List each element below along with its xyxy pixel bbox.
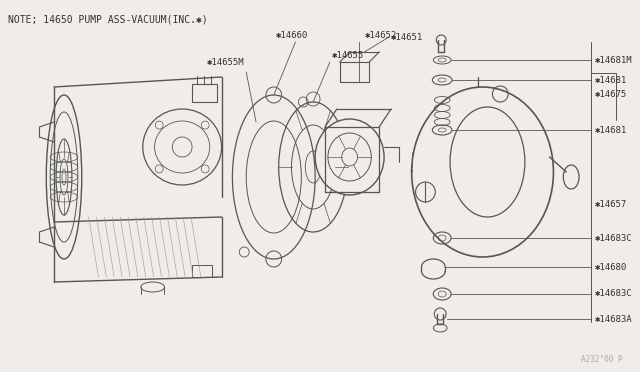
Text: A232’00 P: A232’00 P (581, 355, 623, 364)
FancyBboxPatch shape (192, 84, 217, 102)
FancyBboxPatch shape (192, 265, 212, 277)
Text: ✱14683C: ✱14683C (595, 234, 632, 243)
Text: NOTE; 14650 PUMP ASS-VACUUM(INC.✱): NOTE; 14650 PUMP ASS-VACUUM(INC.✱) (8, 14, 207, 24)
Text: ✱14681: ✱14681 (595, 125, 627, 135)
Text: ✱14651: ✱14651 (391, 32, 423, 42)
Text: ✱14655M: ✱14655M (207, 58, 244, 67)
Text: ✱14680: ✱14680 (595, 263, 627, 272)
Text: ✱14655: ✱14655 (332, 51, 364, 60)
Text: ✱14681M: ✱14681M (595, 55, 632, 64)
Text: ✱14683A: ✱14683A (595, 314, 632, 324)
Text: ✱14675: ✱14675 (595, 90, 627, 99)
Ellipse shape (412, 87, 554, 257)
Text: ✱14657: ✱14657 (595, 199, 627, 208)
Text: ✱14660: ✱14660 (276, 31, 308, 40)
Text: ✱14652: ✱14652 (364, 31, 397, 40)
Text: ✱14683C: ✱14683C (595, 289, 632, 298)
Ellipse shape (143, 109, 221, 185)
Text: ✱14681: ✱14681 (595, 76, 627, 84)
Ellipse shape (315, 119, 384, 195)
